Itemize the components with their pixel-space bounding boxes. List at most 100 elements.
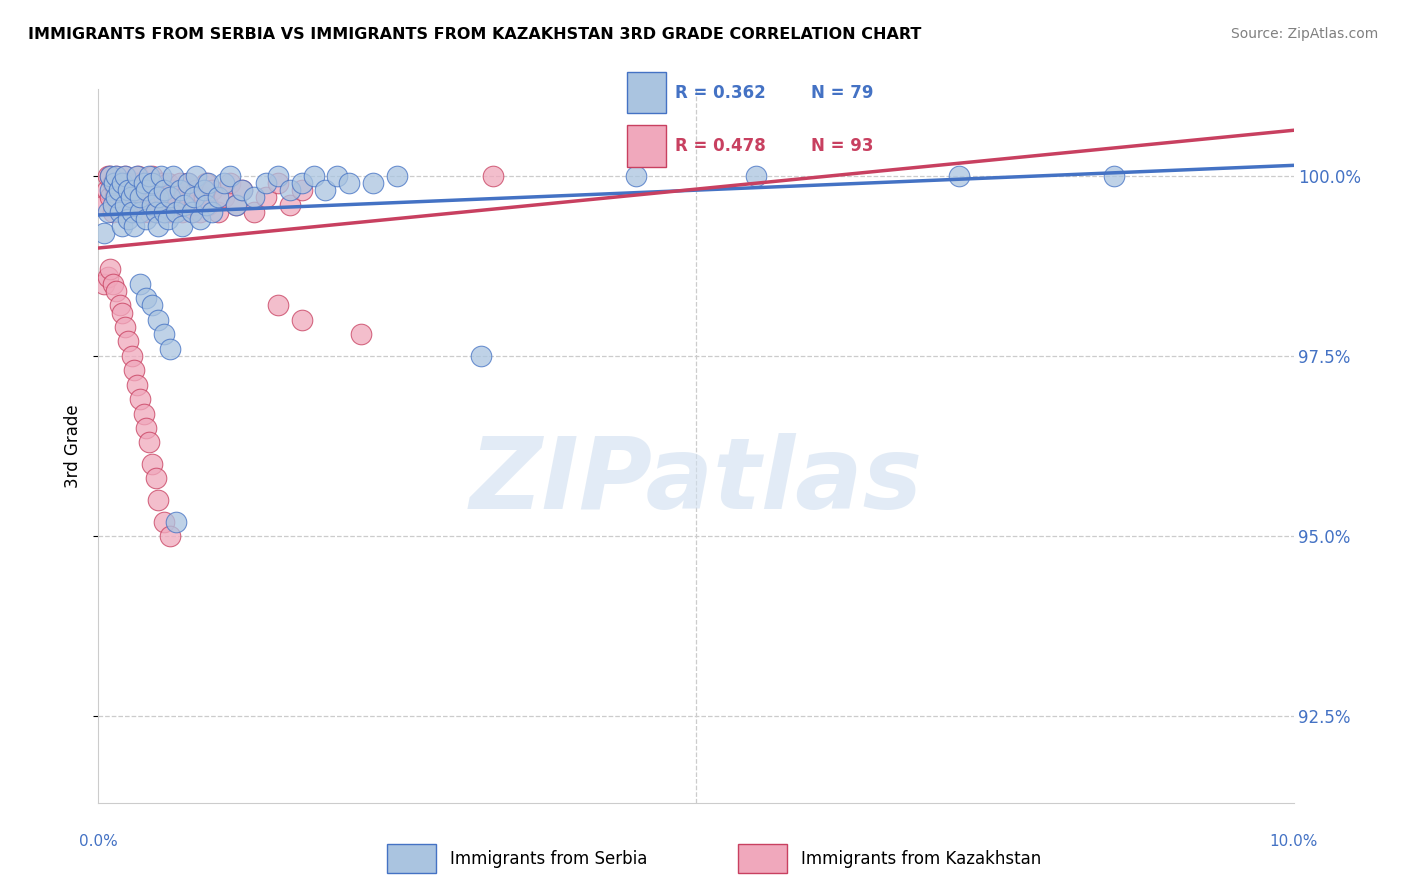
Point xyxy=(100,262,122,277)
Point xyxy=(195,197,218,211)
Point xyxy=(180,204,202,219)
Point xyxy=(254,176,277,190)
Bar xyxy=(738,844,787,873)
Point xyxy=(148,313,170,327)
Point xyxy=(267,176,290,190)
Point xyxy=(169,183,191,197)
Y-axis label: 3rd Grade: 3rd Grade xyxy=(63,404,82,488)
Point xyxy=(93,197,115,211)
Point xyxy=(141,457,163,471)
Point xyxy=(141,176,163,190)
Point xyxy=(145,471,167,485)
Point xyxy=(114,169,136,183)
Point xyxy=(148,183,170,197)
Point xyxy=(108,204,131,219)
Point xyxy=(225,197,247,211)
Point xyxy=(121,183,143,197)
Point xyxy=(132,407,155,421)
Point xyxy=(290,176,312,190)
Point xyxy=(188,211,211,226)
Point xyxy=(183,190,205,204)
Point xyxy=(165,197,187,211)
Point xyxy=(131,204,153,219)
Point xyxy=(290,313,312,327)
Point xyxy=(197,176,219,190)
Point xyxy=(339,176,360,190)
Point xyxy=(120,190,142,204)
Point xyxy=(153,190,176,204)
Point xyxy=(105,183,128,197)
Point xyxy=(195,176,218,190)
Point xyxy=(135,183,157,197)
Point xyxy=(231,183,253,197)
Text: R = 0.362: R = 0.362 xyxy=(675,84,765,102)
Point xyxy=(117,204,139,219)
Point xyxy=(143,190,166,204)
Point xyxy=(117,211,139,226)
Point xyxy=(129,204,152,219)
Text: Immigrants from Kazakhstan: Immigrants from Kazakhstan xyxy=(801,849,1042,868)
Point xyxy=(149,176,172,190)
Point xyxy=(139,183,162,197)
Point xyxy=(121,349,143,363)
Point xyxy=(243,204,266,219)
Point xyxy=(156,176,179,190)
Point xyxy=(212,190,235,204)
Point xyxy=(96,183,118,197)
Point xyxy=(117,176,139,190)
Point xyxy=(290,183,312,197)
Point xyxy=(93,277,115,291)
Point xyxy=(225,197,247,211)
Point xyxy=(173,190,195,204)
Point xyxy=(111,183,134,197)
Point xyxy=(141,197,163,211)
Point xyxy=(107,197,129,211)
Point xyxy=(219,176,242,190)
Point xyxy=(207,204,229,219)
Point xyxy=(948,169,970,183)
Point xyxy=(121,204,143,219)
Point xyxy=(193,190,215,204)
Point xyxy=(172,219,194,234)
Point xyxy=(114,197,136,211)
Point xyxy=(129,197,152,211)
Text: R = 0.478: R = 0.478 xyxy=(675,137,765,155)
Point xyxy=(350,327,373,342)
Point xyxy=(120,197,142,211)
Point xyxy=(165,515,187,529)
Point xyxy=(159,204,181,219)
Point xyxy=(169,176,191,190)
Point xyxy=(97,269,120,284)
Point xyxy=(129,277,152,291)
Point xyxy=(125,377,148,392)
Point xyxy=(145,204,167,219)
Point xyxy=(186,183,208,197)
Point xyxy=(124,219,146,234)
Point xyxy=(141,169,163,183)
Point xyxy=(97,204,120,219)
Point xyxy=(212,176,235,190)
Point xyxy=(100,183,122,197)
Point xyxy=(267,298,290,312)
Point xyxy=(100,169,122,183)
Point xyxy=(135,211,157,226)
Point xyxy=(138,204,160,219)
Point xyxy=(138,169,160,183)
Point xyxy=(105,169,128,183)
Bar xyxy=(627,71,666,113)
Point xyxy=(231,183,253,197)
Point xyxy=(124,190,146,204)
Point xyxy=(243,190,266,204)
Point xyxy=(254,190,277,204)
Point xyxy=(111,176,134,190)
Point xyxy=(107,183,129,197)
Point xyxy=(159,342,181,356)
Point xyxy=(149,169,172,183)
Point xyxy=(183,197,205,211)
Point xyxy=(156,211,179,226)
Point xyxy=(172,204,194,219)
Point xyxy=(326,169,349,183)
Point xyxy=(159,529,181,543)
Point xyxy=(138,435,160,450)
Point xyxy=(125,176,148,190)
